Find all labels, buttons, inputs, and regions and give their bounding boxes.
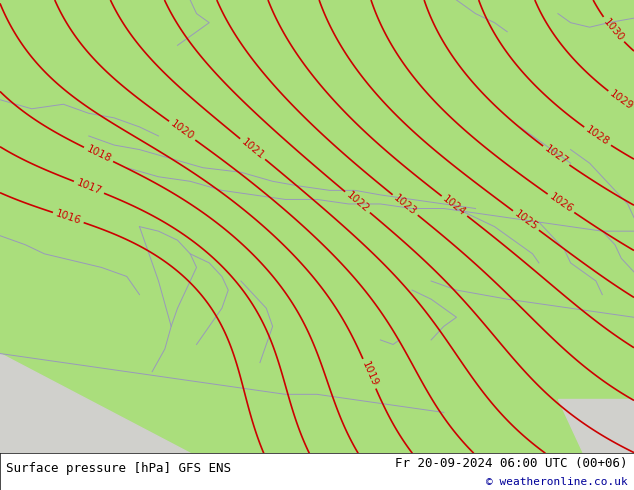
Text: 1026: 1026	[547, 192, 574, 215]
Text: 1028: 1028	[584, 125, 611, 148]
Text: 1017: 1017	[75, 178, 103, 196]
Text: 1016: 1016	[55, 209, 82, 226]
Text: Surface pressure [hPa] GFS ENS: Surface pressure [hPa] GFS ENS	[6, 462, 231, 475]
Text: 1027: 1027	[543, 144, 570, 168]
Text: 1020: 1020	[169, 119, 196, 143]
Text: 1029: 1029	[607, 89, 634, 112]
Polygon shape	[558, 399, 634, 453]
Text: 1022: 1022	[344, 190, 371, 215]
Text: © weatheronline.co.uk: © weatheronline.co.uk	[486, 477, 628, 487]
Text: 1030: 1030	[601, 17, 626, 43]
Text: 1018: 1018	[84, 144, 113, 165]
Text: Fr 20-09-2024 06:00 UTC (00+06): Fr 20-09-2024 06:00 UTC (00+06)	[395, 457, 628, 470]
Polygon shape	[0, 354, 190, 453]
Text: 1019: 1019	[359, 360, 379, 388]
Text: 1024: 1024	[441, 194, 468, 218]
Text: 1021: 1021	[239, 137, 266, 161]
Text: 1025: 1025	[512, 209, 540, 232]
Text: 1023: 1023	[392, 193, 418, 217]
